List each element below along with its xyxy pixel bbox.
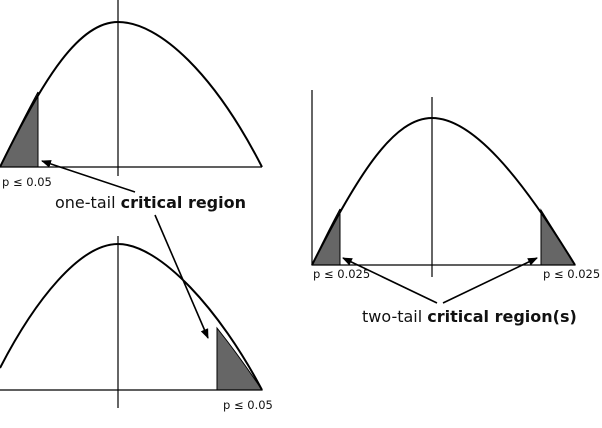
two-tail-annotation: two-tail critical region(s): [342, 257, 577, 326]
arrow-to-right-tail: [154, 214, 209, 339]
one-tail-right-panel: p ≤ 0.05: [0, 236, 273, 412]
label-bold: critical region: [121, 193, 246, 212]
p-value-label: p ≤ 0.05: [2, 175, 52, 189]
p-value-label: p ≤ 0.05: [223, 398, 273, 412]
label-prefix: one-tail: [55, 193, 121, 212]
two-tail-critical-region-label: two-tail critical region(s): [362, 307, 577, 326]
one-tail-annotation: one-tail critical region: [41, 160, 246, 339]
label-bold: critical region(s): [427, 307, 577, 326]
one-tail-left-panel: p ≤ 0.05: [0, 0, 263, 189]
bell-curve: [0, 242, 263, 391]
two-tail-panel: p ≤ 0.025 p ≤ 0.025: [311, 90, 600, 281]
bell-curve: [0, 20, 263, 168]
one-tail-critical-region-label: one-tail critical region: [55, 193, 246, 212]
right-tail-shaded-region: [216, 326, 263, 391]
p-value-label-left: p ≤ 0.025: [313, 267, 370, 281]
arrow-to-left-tail: [342, 257, 438, 304]
label-prefix: two-tail: [362, 307, 427, 326]
arrow-to-right-tail: [442, 257, 538, 304]
bell-curve: [311, 116, 576, 266]
p-value-label-right: p ≤ 0.025: [543, 267, 600, 281]
arrow-to-left-tail: [41, 160, 136, 193]
